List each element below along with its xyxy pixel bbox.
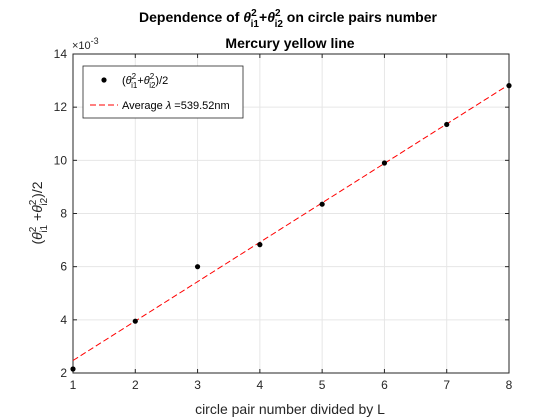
y-axis-exponent: ×10-3: [72, 36, 99, 52]
average-fit-line: [72, 84, 510, 361]
legend-marker-points: [101, 77, 107, 83]
grid: [72, 53, 510, 374]
data-point: [70, 366, 76, 372]
y-tick-label: 12: [54, 100, 68, 114]
y-tick-label: 2: [60, 366, 67, 380]
legend-box: [82, 65, 244, 119]
x-tick-label: 7: [443, 378, 450, 392]
y-tick-label: 4: [60, 313, 67, 327]
data-point: [257, 242, 263, 248]
x-tick-label: 2: [132, 378, 139, 392]
y-tick-label: 10: [54, 153, 68, 167]
x-tick-label: 1: [70, 378, 77, 392]
data-point: [444, 121, 450, 128]
series-layer: [70, 83, 512, 372]
y-axis-label: (θ2i1 +θ2i2)/2: [28, 181, 50, 244]
legend-label-average: Average λ =539.52nm: [122, 100, 230, 112]
x-axis-ticks: 1 2 3 4 5 6 7 8: [70, 54, 513, 392]
y-tick-label: 14: [54, 47, 68, 61]
x-axis-label: circle pair number divided by L: [195, 401, 385, 417]
data-point: [506, 83, 512, 89]
x-tick-label: 4: [257, 378, 264, 392]
x-tick-label: 6: [381, 378, 388, 392]
x-tick-label: 8: [506, 378, 513, 392]
legend-label-points: (θ2 i1+θ2 i2)/2: [122, 72, 168, 90]
y-tick-label: 8: [60, 207, 67, 221]
data-point: [319, 201, 325, 207]
data-point: [381, 160, 388, 166]
y-axis-ticks: 2 4 6 8 10 12 14: [54, 47, 509, 380]
data-point: [132, 318, 138, 324]
chart-title-line2: Mercury yellow line: [225, 35, 354, 51]
legend: (θ2 i1+θ2 i2)/2 Average λ =539.52nm: [82, 65, 244, 119]
chart-title-line1: Dependence of θ2 i1+θ2 i2 on circle pairs …: [139, 8, 437, 30]
data-point: [194, 264, 201, 270]
y-tick-label: 6: [60, 260, 67, 274]
x-tick-label: 5: [319, 378, 326, 392]
x-tick-label: 3: [194, 378, 201, 392]
